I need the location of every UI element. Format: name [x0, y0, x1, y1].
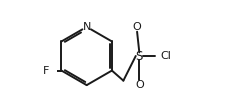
- Text: O: O: [132, 22, 141, 32]
- Text: O: O: [134, 80, 143, 90]
- Text: S: S: [135, 50, 142, 62]
- Text: F: F: [43, 66, 49, 76]
- Text: N: N: [82, 22, 90, 32]
- Text: Cl: Cl: [159, 51, 170, 61]
